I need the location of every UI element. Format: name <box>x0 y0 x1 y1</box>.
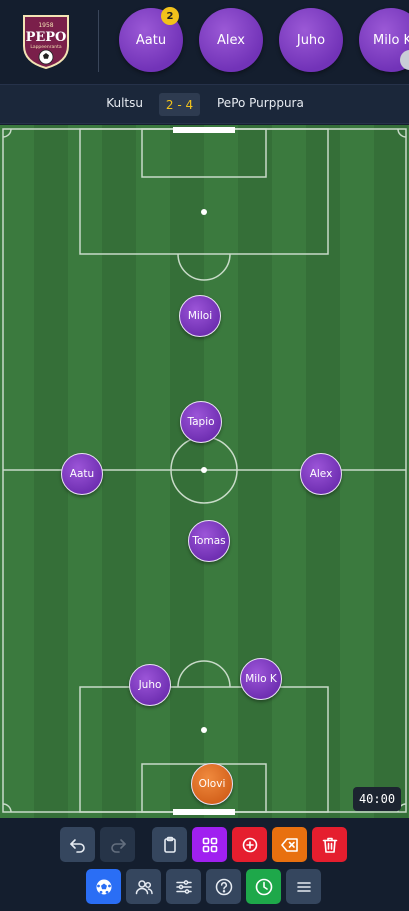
player-token-milo-k[interactable]: Milo K <box>240 658 282 700</box>
home-team-name: Kultsu <box>106 96 143 110</box>
users-icon <box>135 879 153 894</box>
player-token-juho[interactable]: Juho <box>129 664 171 706</box>
menu-button[interactable] <box>286 869 321 904</box>
help-icon <box>215 878 232 895</box>
player-token-goalkeeper-olovi[interactable]: Olovi <box>191 763 233 805</box>
match-timer[interactable]: 40:00 <box>353 787 401 811</box>
remove-button[interactable] <box>272 827 307 862</box>
player-token-tomas[interactable]: Tomas <box>188 520 230 562</box>
redo-button[interactable] <box>100 827 135 862</box>
players-button[interactable] <box>126 869 161 904</box>
header: 1958 PEPO Lappeenranta Aatu 2 Alex Juho … <box>0 0 409 84</box>
player-token-tapio[interactable]: Tapio <box>180 401 222 443</box>
add-player-button[interactable] <box>232 827 267 862</box>
help-button[interactable] <box>206 869 241 904</box>
bench-player-name: Aatu <box>135 32 167 48</box>
grid-icon <box>202 837 217 852</box>
header-divider <box>98 10 99 72</box>
bench-player-name: Milo K <box>373 32 409 48</box>
bench-player-name: Juho <box>296 32 326 48</box>
svg-text:Lappeenranta: Lappeenranta <box>30 44 62 50</box>
ball-icon <box>96 879 111 894</box>
away-team-name: PePo Purppura <box>217 96 304 110</box>
clock-icon <box>255 878 272 895</box>
clock-button[interactable] <box>246 869 281 904</box>
svg-text:1958: 1958 <box>38 22 53 29</box>
formation-grid-button[interactable] <box>192 827 227 862</box>
clipboard-button[interactable] <box>152 827 187 862</box>
goal-count-badge: 2 <box>161 7 179 25</box>
bench-player-aatu[interactable]: Aatu 2 <box>119 7 183 72</box>
undo-icon <box>69 838 85 853</box>
toolbar <box>0 818 409 911</box>
player-token-aatu[interactable]: Aatu <box>61 453 103 495</box>
bench-player-juho[interactable]: Juho <box>279 8 343 72</box>
trash-icon <box>322 837 337 853</box>
backspace-icon <box>280 837 298 852</box>
add-circle-icon <box>242 837 257 852</box>
undo-button[interactable] <box>60 827 95 862</box>
bench-player-name: Alex <box>217 32 245 48</box>
delete-button[interactable] <box>312 827 347 862</box>
sliders-icon <box>175 879 192 894</box>
score-display[interactable]: 2 - 4 <box>159 93 200 116</box>
player-token-alex[interactable]: Alex <box>300 453 342 495</box>
scroll-toggle[interactable] <box>400 50 409 70</box>
pitch[interactable]: Miloi Tapio Aatu Alex Tomas Juho Milo K … <box>0 125 409 818</box>
player-token-miloi[interactable]: Miloi <box>179 295 221 337</box>
settings-button[interactable] <box>166 869 201 904</box>
bench-player-alex[interactable]: Alex <box>199 8 263 72</box>
ball-button[interactable] <box>86 869 121 904</box>
club-logo[interactable]: 1958 PEPO Lappeenranta <box>20 12 72 70</box>
menu-icon <box>296 881 311 892</box>
svg-text:PEPO: PEPO <box>26 30 67 45</box>
clipboard-icon <box>163 836 176 853</box>
redo-icon <box>110 838 126 853</box>
score-bar: Kultsu 2 - 4 PePo Purppura <box>0 84 409 124</box>
